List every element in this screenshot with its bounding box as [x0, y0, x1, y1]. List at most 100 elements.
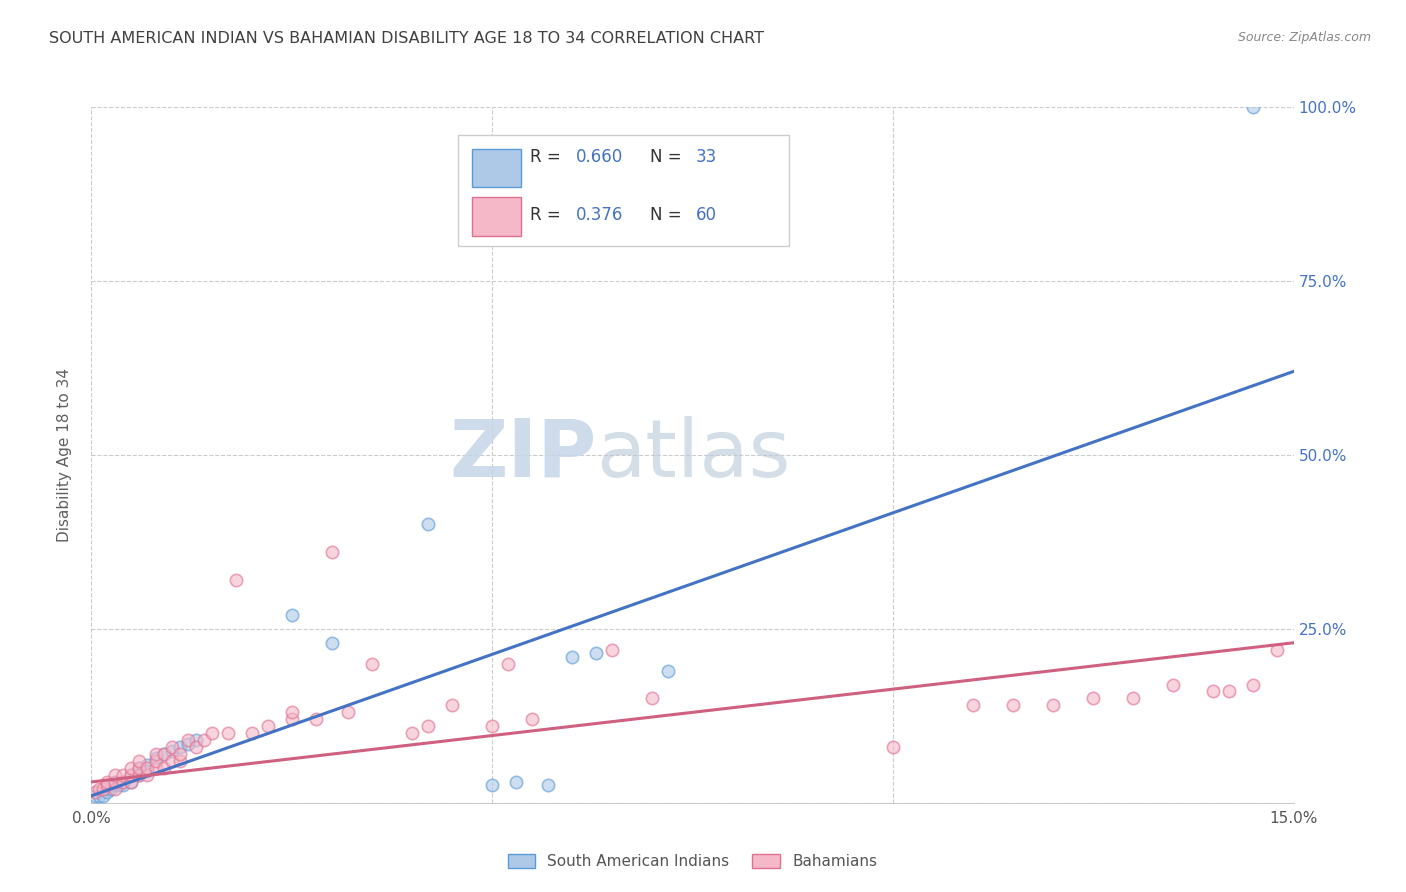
- Point: [108, 778, 131, 792]
- Point: [145, 761, 167, 775]
- Point: [93, 789, 115, 803]
- Point: [240, 726, 263, 740]
- Point: [1267, 642, 1289, 657]
- Text: atlas: atlas: [596, 416, 790, 494]
- Point: [657, 664, 679, 678]
- Point: [176, 733, 198, 747]
- Point: [104, 778, 127, 792]
- Point: [104, 781, 127, 796]
- Point: [1122, 691, 1144, 706]
- Point: [136, 757, 159, 772]
- Text: R =: R =: [530, 206, 567, 224]
- Point: [217, 726, 239, 740]
- Point: [152, 761, 174, 775]
- Point: [305, 712, 328, 726]
- Point: [96, 785, 118, 799]
- Text: R =: R =: [530, 148, 567, 166]
- Point: [1001, 698, 1024, 713]
- Point: [321, 545, 343, 559]
- Point: [128, 761, 150, 775]
- Legend: South American Indians, Bahamians: South American Indians, Bahamians: [502, 848, 883, 875]
- Point: [184, 733, 207, 747]
- Point: [84, 785, 107, 799]
- Text: N =: N =: [651, 206, 688, 224]
- Point: [602, 642, 624, 657]
- Point: [440, 698, 463, 713]
- Point: [96, 781, 118, 796]
- Point: [96, 775, 118, 789]
- Point: [360, 657, 382, 671]
- Text: 33: 33: [696, 148, 717, 166]
- Text: SOUTH AMERICAN INDIAN VS BAHAMIAN DISABILITY AGE 18 TO 34 CORRELATION CHART: SOUTH AMERICAN INDIAN VS BAHAMIAN DISABI…: [49, 31, 765, 46]
- Point: [184, 740, 207, 755]
- Point: [1163, 677, 1185, 691]
- Text: 60: 60: [696, 206, 717, 224]
- Point: [281, 712, 304, 726]
- FancyBboxPatch shape: [472, 197, 520, 235]
- Text: 0.660: 0.660: [576, 148, 623, 166]
- Point: [416, 719, 439, 733]
- Point: [321, 636, 343, 650]
- Point: [193, 733, 215, 747]
- Point: [256, 719, 278, 733]
- Point: [1243, 100, 1265, 114]
- Point: [112, 775, 135, 789]
- Y-axis label: Disability Age 18 to 34: Disability Age 18 to 34: [58, 368, 72, 542]
- Point: [112, 768, 135, 782]
- Point: [169, 747, 191, 761]
- Point: [1202, 684, 1225, 698]
- Point: [1042, 698, 1064, 713]
- Point: [89, 781, 111, 796]
- Point: [89, 789, 111, 803]
- Point: [152, 747, 174, 761]
- Point: [1243, 677, 1265, 691]
- Point: [121, 768, 143, 782]
- Point: [401, 726, 423, 740]
- Text: Source: ZipAtlas.com: Source: ZipAtlas.com: [1237, 31, 1371, 45]
- Point: [128, 761, 150, 775]
- Point: [160, 744, 183, 758]
- Point: [128, 768, 150, 782]
- Point: [201, 726, 224, 740]
- Point: [496, 657, 519, 671]
- Point: [152, 747, 174, 761]
- Point: [225, 573, 247, 587]
- Point: [281, 706, 304, 720]
- Point: [136, 768, 159, 782]
- Point: [121, 775, 143, 789]
- Point: [112, 778, 135, 792]
- Point: [416, 517, 439, 532]
- Point: [561, 649, 583, 664]
- Point: [145, 754, 167, 768]
- Point: [160, 754, 183, 768]
- Point: [136, 764, 159, 779]
- Point: [537, 778, 560, 792]
- FancyBboxPatch shape: [472, 149, 520, 187]
- Point: [84, 789, 107, 803]
- Point: [481, 778, 503, 792]
- Point: [169, 740, 191, 755]
- Point: [160, 740, 183, 755]
- Point: [112, 775, 135, 789]
- Point: [128, 754, 150, 768]
- Point: [100, 781, 122, 796]
- Point: [336, 706, 359, 720]
- Point: [882, 740, 904, 755]
- Text: ZIP: ZIP: [449, 416, 596, 494]
- Point: [104, 768, 127, 782]
- Point: [481, 719, 503, 733]
- Point: [522, 712, 544, 726]
- Point: [104, 775, 127, 789]
- Point: [281, 607, 304, 622]
- Point: [962, 698, 984, 713]
- FancyBboxPatch shape: [458, 135, 789, 246]
- Point: [1083, 691, 1105, 706]
- Point: [176, 737, 198, 751]
- Point: [1218, 684, 1240, 698]
- Point: [641, 691, 664, 706]
- Point: [169, 754, 191, 768]
- Point: [128, 768, 150, 782]
- Text: N =: N =: [651, 148, 688, 166]
- Point: [96, 778, 118, 792]
- Point: [145, 747, 167, 761]
